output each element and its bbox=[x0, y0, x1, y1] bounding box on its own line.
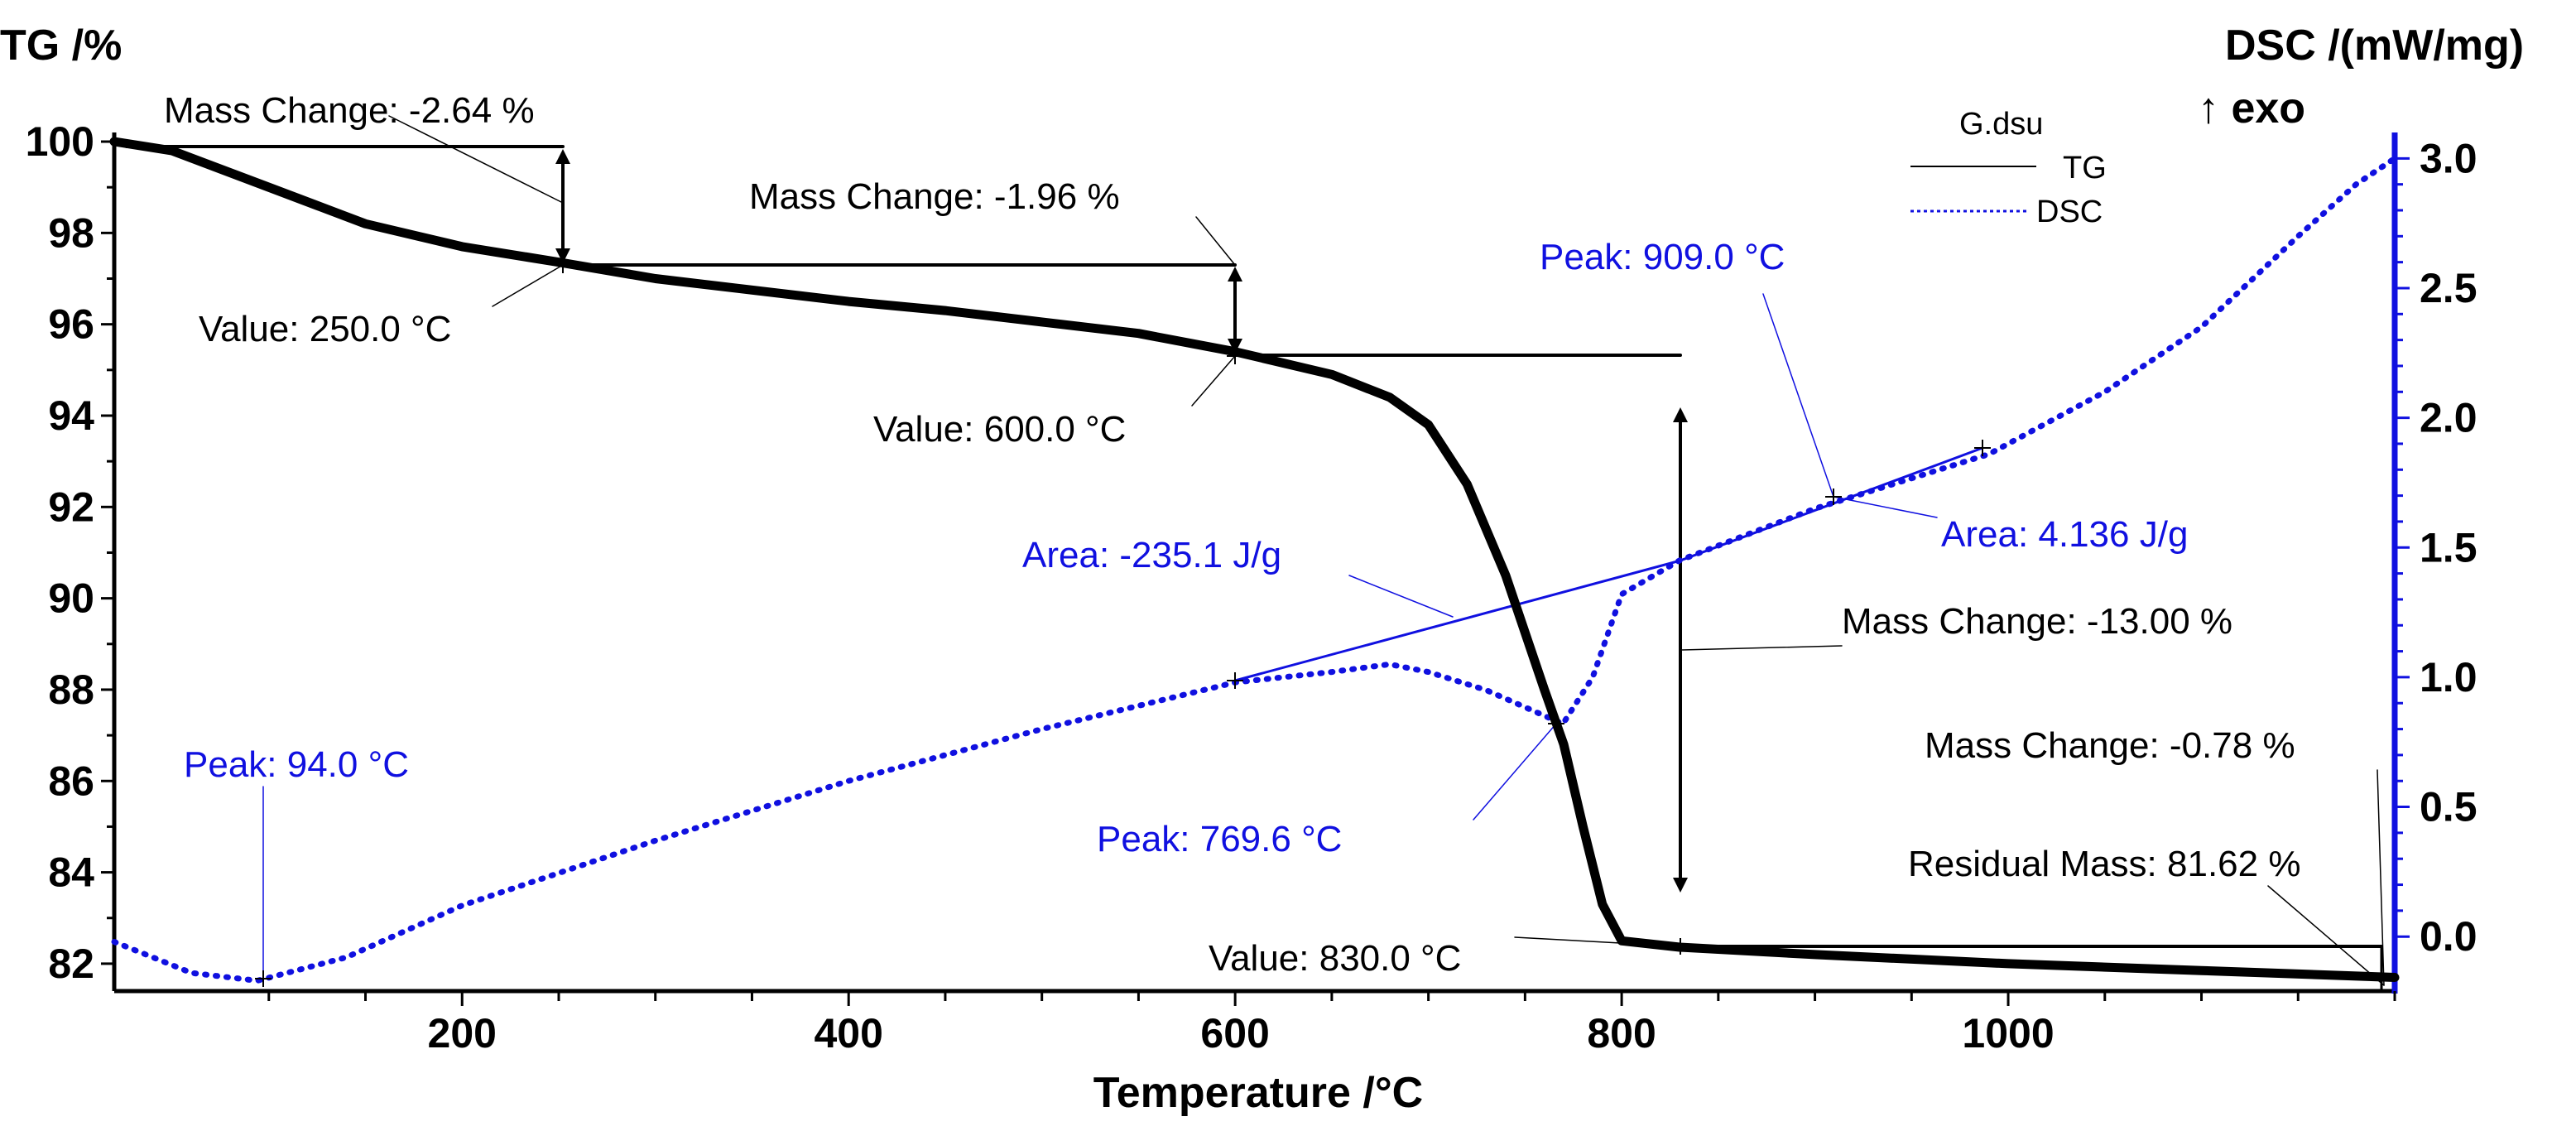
y-left-tick-label: 96 bbox=[48, 301, 94, 348]
y-right-tick-label: 0.0 bbox=[2420, 913, 2477, 960]
tick-labels: 200 400 600 800 1000 100 98 96 94 92 90 88 86 84 82 3.0… bbox=[26, 118, 2477, 1056]
dsc-point bbox=[1040, 728, 1044, 731]
y-right-tick-label: 1.0 bbox=[2420, 654, 2477, 700]
legend: G.dsu TG DSC bbox=[1910, 107, 2107, 229]
ann-mass-change-3: Mass Change: -13.00 % bbox=[1842, 601, 2232, 642]
ann-peak-909: Peak: 909.0 °C bbox=[1540, 237, 1785, 277]
leader-value-250 bbox=[492, 264, 564, 307]
y-right-tick-label: 2.5 bbox=[2420, 265, 2477, 311]
ann-mass-change-4: Mass Change: -0.78 % bbox=[1925, 725, 2295, 766]
annotations: Mass Change: -2.64 % Mass Change: -1.96 … bbox=[164, 90, 2300, 979]
y-left-tick-label: 100 bbox=[26, 118, 94, 165]
annotation-lines bbox=[125, 115, 2385, 993]
axes bbox=[112, 132, 2398, 994]
leader-value-600 bbox=[1191, 355, 1236, 407]
leader-mass-change-2 bbox=[1195, 216, 1236, 266]
y-right-tick-label: 2.0 bbox=[2420, 395, 2477, 441]
leader-residual-mass bbox=[2267, 885, 2385, 986]
marker-peak-909 bbox=[1825, 488, 1842, 505]
step1-arrow-head-up bbox=[555, 149, 570, 164]
x-axis-title: Temperature /°C bbox=[1093, 1069, 1423, 1117]
ann-area-235: Area: -235.1 J/g bbox=[1022, 535, 1281, 575]
y-right-tick-label: 1.5 bbox=[2420, 524, 2477, 570]
leader-peak-909 bbox=[1762, 293, 1834, 498]
ann-value-250: Value: 250.0 °C bbox=[199, 309, 451, 349]
marker-830 bbox=[1672, 938, 1689, 955]
leader-peak-769 bbox=[1473, 723, 1557, 821]
ann-mass-change-1: Mass Change: -2.64 % bbox=[164, 90, 535, 131]
marker-area-start bbox=[1227, 672, 1243, 689]
tg-series-line bbox=[109, 137, 2400, 982]
ann-value-830: Value: 830.0 °C bbox=[1209, 938, 1461, 979]
legend-dsc-label: DSC bbox=[2036, 195, 2103, 229]
exo-label: ↑ exo bbox=[2198, 84, 2305, 132]
area-baseline-1 bbox=[1233, 559, 1682, 682]
y-left-tick-label: 94 bbox=[48, 392, 94, 439]
step3-arrow-head-down bbox=[1673, 878, 1688, 893]
dsc-series-line bbox=[111, 155, 2398, 984]
y-left-tick-label: 98 bbox=[48, 209, 94, 256]
step1-arrow-head-down bbox=[555, 248, 570, 263]
ann-peak-769: Peak: 769.6 °C bbox=[1097, 819, 1342, 859]
ann-value-600: Value: 600.0 °C bbox=[873, 409, 1126, 450]
step3-arrow-head-up bbox=[1673, 407, 1688, 422]
leader-mass-change-4 bbox=[2377, 769, 2385, 986]
leader-mass-change-1 bbox=[388, 115, 564, 204]
legend-file: G.dsu bbox=[1959, 107, 2043, 142]
x-tick-label: 400 bbox=[814, 1010, 882, 1056]
step2-arrow-head-up bbox=[1228, 267, 1242, 282]
x-tick-label: 1000 bbox=[1962, 1010, 2054, 1056]
tick-marks bbox=[101, 140, 2410, 1006]
marker-peak-94 bbox=[255, 970, 272, 987]
step2-arrow-head-down bbox=[1228, 339, 1242, 354]
y-left-tick-label: 82 bbox=[48, 941, 94, 987]
marker-250 bbox=[555, 257, 571, 273]
marker-area-end bbox=[1974, 440, 1991, 456]
x-tick-label: 200 bbox=[428, 1010, 497, 1056]
y-right-tick-label: 3.0 bbox=[2420, 135, 2477, 181]
ann-peak-94: Peak: 94.0 °C bbox=[184, 744, 409, 785]
legend-tg-label: TG bbox=[2063, 151, 2107, 185]
y-left-tick-label: 86 bbox=[48, 758, 94, 804]
leader-mass-change-3 bbox=[1680, 645, 1843, 651]
ann-mass-change-2: Mass Change: -1.96 % bbox=[749, 176, 1120, 217]
y-left-axis-title: TG /% bbox=[0, 22, 122, 70]
marker-peak-769 bbox=[1548, 715, 1564, 732]
y-left-tick-label: 88 bbox=[48, 667, 94, 713]
y-right-axis-title: DSC /(mW/mg) bbox=[2225, 22, 2524, 70]
y-left-tick-label: 90 bbox=[48, 575, 94, 622]
leader-area-235 bbox=[1348, 575, 1454, 618]
y-right-tick-label: 0.5 bbox=[2420, 784, 2477, 830]
y-left-tick-label: 84 bbox=[48, 849, 94, 896]
ann-residual-mass: Residual Mass: 81.62 % bbox=[1908, 844, 2300, 884]
ann-area-4136: Area: 4.136 J/g bbox=[1941, 514, 2188, 555]
marker-600 bbox=[1227, 348, 1243, 364]
y-left-tick-label: 92 bbox=[48, 484, 94, 530]
x-tick-label: 800 bbox=[1587, 1010, 1656, 1056]
point-markers bbox=[255, 257, 1991, 987]
x-tick-label: 600 bbox=[1200, 1010, 1269, 1056]
